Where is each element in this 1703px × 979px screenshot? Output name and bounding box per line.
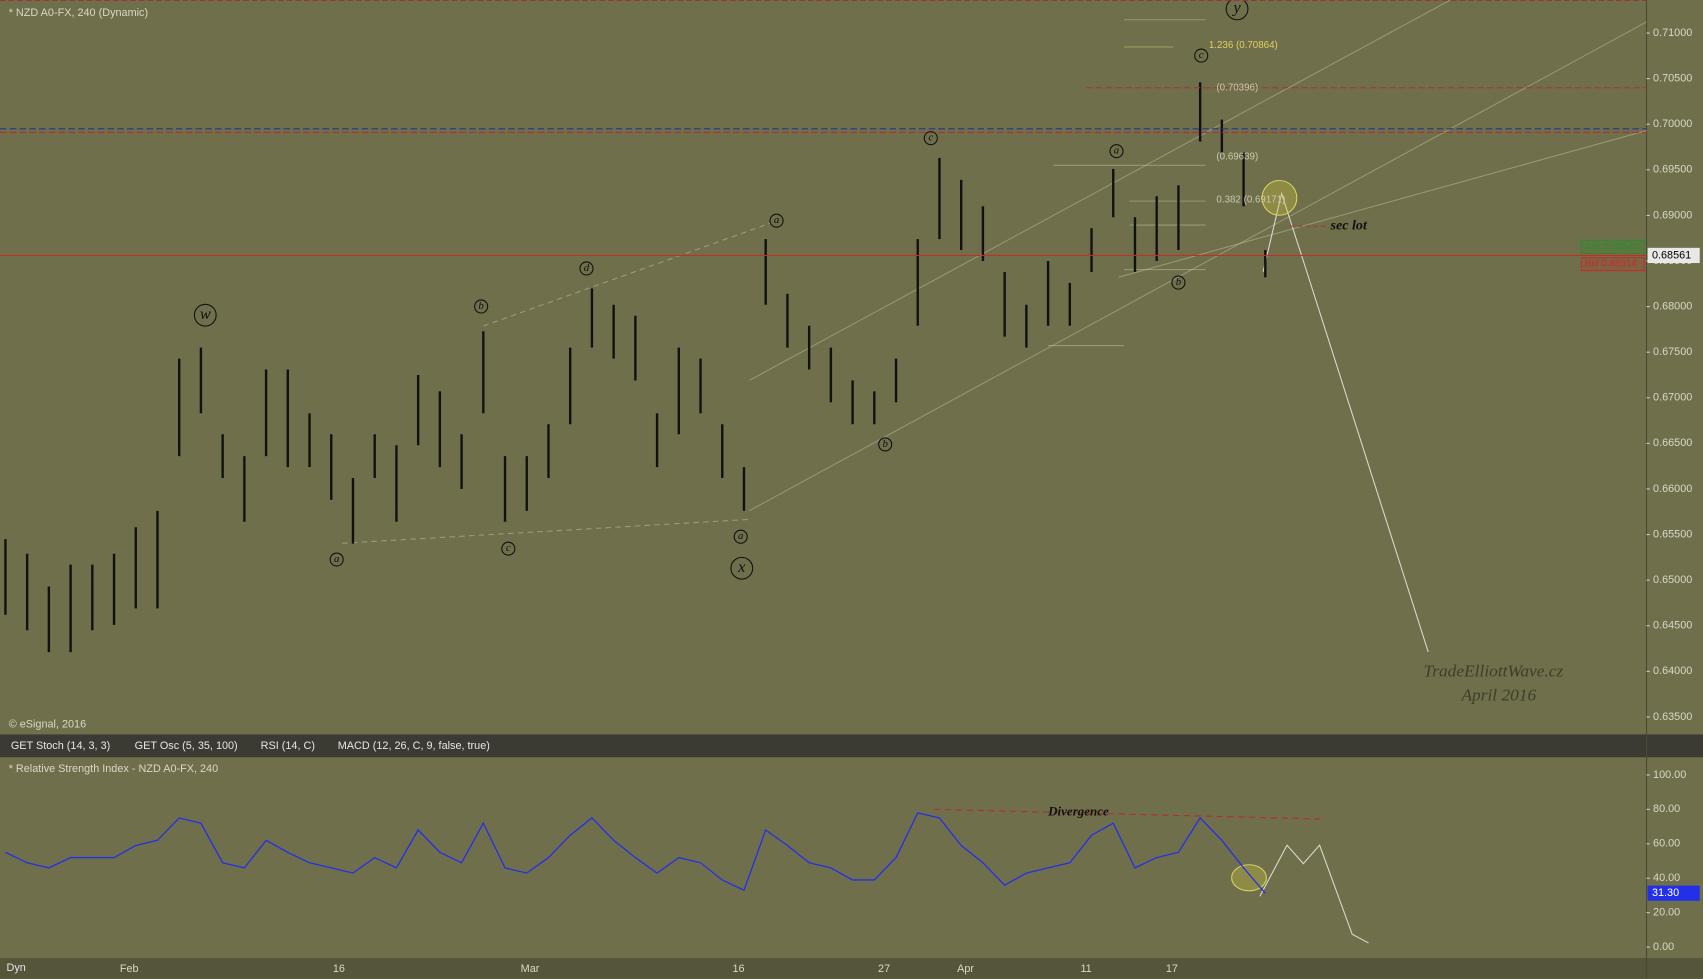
y-tick-label: 0.65500 [1653,528,1692,540]
channel-lines [749,0,1647,512]
x-tick-label: Apr [957,963,974,975]
wave-label: b [1176,276,1182,288]
y-tick-label: 100.00 [1653,769,1686,781]
x-tick-label: 11 [1080,963,1091,975]
wave-circle [733,529,748,544]
y-tick-label: 80.00 [1653,803,1680,815]
y-tick-label: 40.00 [1653,872,1680,884]
wedge-lines [342,222,772,544]
wave-circle [1109,144,1124,159]
wave-circle [329,552,344,567]
y-tick-label: 0.67500 [1653,346,1692,358]
bid-label: Bid 0.68514 [1585,259,1638,270]
indicator-tab[interactable]: RSI (14, C) [261,740,315,752]
wave-label: x [737,557,746,576]
y-tick-label: 0.70000 [1653,118,1692,130]
watermark: TradeElliottWave.cz [1424,661,1564,680]
wave-circle [474,299,489,314]
y-tick-label: 0.66000 [1653,483,1692,495]
highlight-circle [1261,179,1298,216]
wave-label: c [1199,49,1204,61]
wave-circle [579,261,594,276]
x-tick-label: Mar [521,963,540,975]
wave-label: a [774,214,780,226]
divergence-label: Divergence [1047,804,1109,819]
fib-label: 0.382 (0.69171) [1216,194,1285,205]
y-tick-label: 0.68000 [1653,300,1692,312]
last-price-box [1647,247,1700,264]
dyn-label[interactable]: Dyn [7,962,26,974]
indicator-tab[interactable]: MACD (12, 26, C, 9, false, true) [338,740,490,752]
x-tick-label: 27 [878,963,890,975]
wave-circle [1194,48,1209,63]
last-value-label: 31.30 [1652,887,1679,899]
wave-label: a [334,553,340,565]
y-tick-label: 0.70500 [1653,73,1692,85]
indicator-tab[interactable]: GET Stoch (14, 3, 3) [11,740,110,752]
chart-title: * NZD A0-FX, 240 (Dynamic) [9,7,148,19]
x-tick-label: 17 [1166,963,1178,975]
ask-label: Ask 0.68540 [1585,241,1640,252]
annotation: sec lot [1329,217,1368,233]
y-tick-label: 20.00 [1653,907,1680,919]
y-tick-label: 0.71000 [1653,27,1692,39]
wave-circle [193,303,217,327]
wave-label: y [1231,0,1241,17]
y-tick-label: 0.64000 [1653,665,1692,677]
watermark: April 2016 [1460,685,1536,704]
projection-line [1262,191,1429,653]
x-tick-label: Feb [120,963,139,975]
source: © eSignal, 2016 [9,719,86,731]
rsi-highlight [1231,864,1267,892]
y-tick-label: 0.66500 [1653,437,1692,449]
ask-box [1580,239,1645,254]
wave-label: b [882,438,888,450]
x-tick-label: 16 [732,963,744,975]
y-tick-label: 0.65000 [1653,574,1692,586]
date-axis [0,958,1703,979]
wave-circle [878,437,893,452]
wave-circle [769,213,784,228]
y-tick-label: 0.00 [1653,941,1674,953]
divergence-line [934,808,1326,820]
wave-label: w [200,304,211,323]
wave-circle [501,541,516,556]
wave-label: c [928,132,933,144]
wave-circle [1171,275,1186,290]
rsi-title: * Relative Strength Index - NZD A0-FX, 2… [9,763,218,775]
y-tick-label: 0.67000 [1653,392,1692,404]
fib-label: (0.70396) [1216,83,1258,94]
indicator-tab[interactable]: GET Osc (5, 35, 100) [135,740,238,752]
wave-circle [923,131,938,146]
wave-label: d [584,262,590,274]
rsi-line [5,812,1266,894]
wave-circle [730,556,754,580]
fib-label: (0.69639) [1216,152,1258,163]
y-tick-label: 0.63500 [1653,711,1692,723]
last-value-box [1647,885,1700,901]
rsi-projection [1259,844,1369,944]
wave-label: c [506,542,511,554]
last-price-label: 0.68561 [1652,249,1691,261]
wave-label: a [738,530,744,542]
x-tick-label: 16 [333,963,345,975]
wave-label: b [478,300,484,312]
y-tick-label: 0.64500 [1653,620,1692,632]
y-tick-label: 0.69000 [1653,209,1692,221]
fib-label: 1.236 (0.70864) [1209,40,1278,51]
bid-box [1580,257,1645,272]
y-tick-label: 0.69500 [1653,164,1692,176]
wave-label: a [1114,145,1120,157]
tab-bar [0,734,1703,758]
wave-circle [1225,0,1249,21]
y-tick-label: 60.00 [1653,838,1680,850]
